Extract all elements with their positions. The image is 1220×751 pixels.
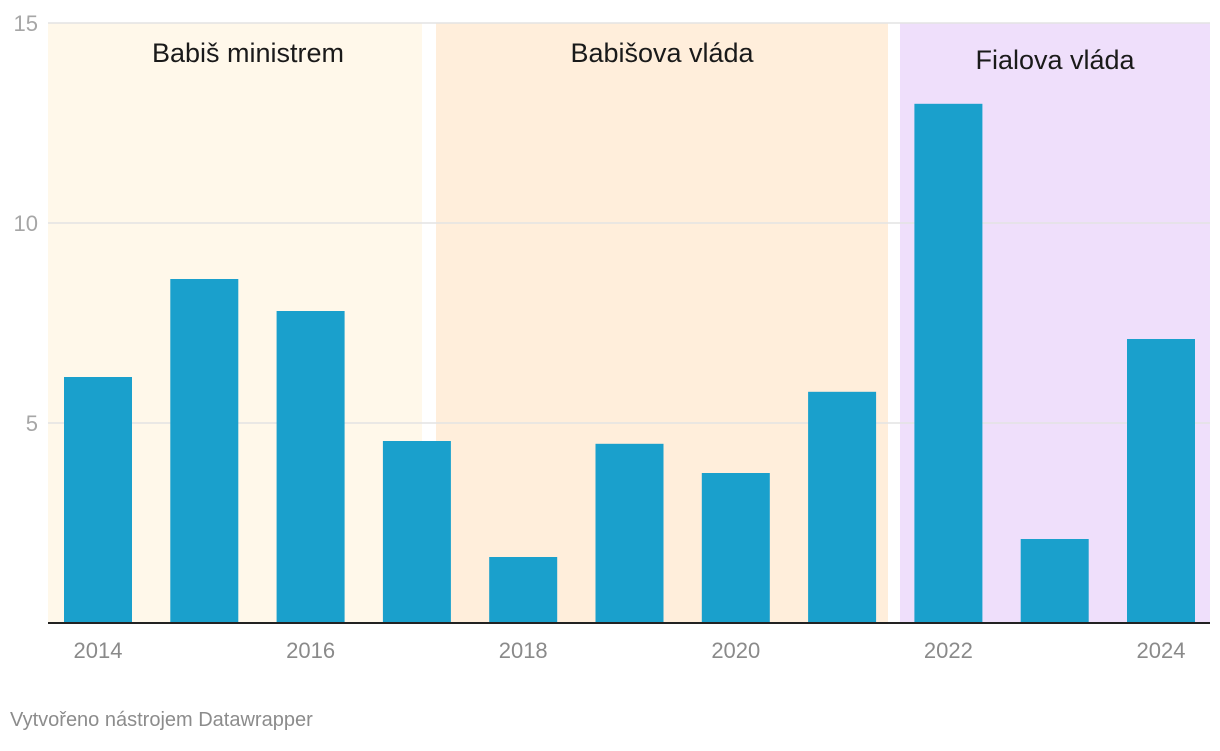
bar xyxy=(1127,339,1195,623)
bar xyxy=(382,441,451,623)
period-label: Fialova vláda xyxy=(975,45,1135,75)
x-tick-label: 2020 xyxy=(711,638,760,663)
y-tick-label: 10 xyxy=(14,211,38,236)
bar xyxy=(595,443,664,623)
period-label: Babiš ministrem xyxy=(152,38,344,68)
bar xyxy=(489,557,558,623)
x-tick-label: 2016 xyxy=(286,638,335,663)
x-tick-label: 2018 xyxy=(499,638,548,663)
bar xyxy=(914,103,983,624)
x-tick-label: 2024 xyxy=(1137,638,1186,663)
bar xyxy=(808,391,877,623)
y-tick-label: 15 xyxy=(14,11,38,36)
period-label: Babišova vláda xyxy=(570,38,754,68)
bar xyxy=(170,279,239,623)
y-tick-label: 5 xyxy=(26,411,38,436)
bar xyxy=(64,377,132,623)
bar xyxy=(1020,539,1089,623)
bar xyxy=(701,473,770,623)
x-tick-label: 2022 xyxy=(924,638,973,663)
bar xyxy=(276,311,345,623)
x-tick-label: 2014 xyxy=(74,638,123,663)
credit-text: Vytvořeno nástrojem Datawrapper xyxy=(10,709,313,731)
